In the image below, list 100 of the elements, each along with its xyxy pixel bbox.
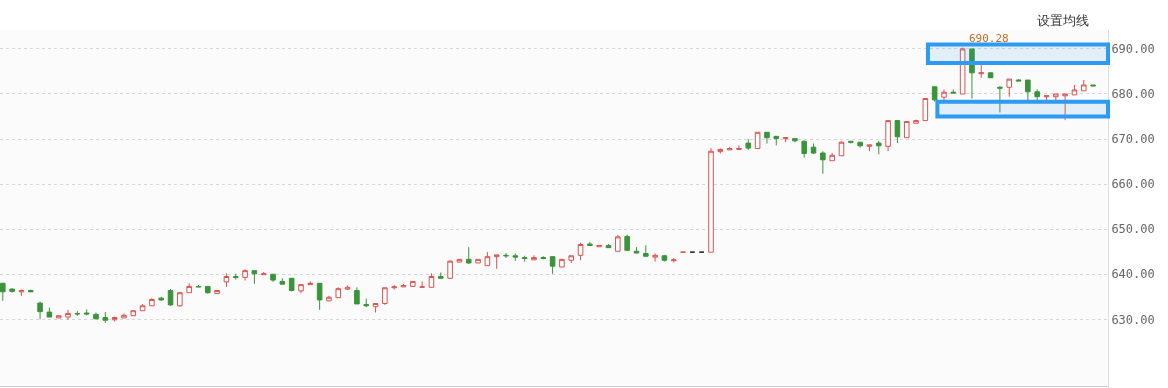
candlestick xyxy=(764,131,770,145)
candlestick xyxy=(65,309,71,321)
y-tick-label: 690.00 xyxy=(1111,42,1155,57)
candlestick xyxy=(903,120,910,139)
candlestick xyxy=(503,252,509,259)
candlestick xyxy=(568,255,575,264)
candlestick xyxy=(866,143,873,152)
candlestick xyxy=(950,88,957,94)
candlestick xyxy=(363,298,370,308)
candlestick xyxy=(130,309,137,317)
candlestick xyxy=(643,244,649,258)
candlestick xyxy=(540,255,547,260)
candlestick xyxy=(354,286,360,305)
candlestick xyxy=(298,284,304,294)
candlestick xyxy=(782,137,789,143)
candlestick xyxy=(1071,84,1078,96)
candlestick xyxy=(801,139,807,159)
candlestick xyxy=(913,119,919,124)
candlestick xyxy=(521,255,528,263)
candlestick xyxy=(121,312,127,319)
annotation: 690.28 xyxy=(969,32,1009,45)
candlestick xyxy=(195,284,202,288)
candlestick xyxy=(37,301,43,320)
y-tick-label: 670.00 xyxy=(1111,132,1155,147)
candlestick xyxy=(260,271,267,276)
candlestick xyxy=(46,307,53,318)
candlestick xyxy=(232,273,239,281)
candlestick xyxy=(410,280,416,287)
candlestick xyxy=(670,257,677,264)
candlestick xyxy=(931,86,938,103)
candlestick xyxy=(326,295,332,302)
candlestick xyxy=(587,241,593,246)
candlestick xyxy=(615,234,621,252)
candlestick xyxy=(978,64,985,79)
candlestick xyxy=(400,283,407,288)
candlestick xyxy=(158,296,164,302)
candlestick xyxy=(624,234,630,251)
y-tick-label: 680.00 xyxy=(1111,87,1155,102)
candlestick xyxy=(419,280,425,288)
candlestick xyxy=(745,138,752,151)
candlestick xyxy=(997,85,1003,113)
candlestick xyxy=(894,120,901,144)
candlestick xyxy=(55,315,62,319)
candlestick xyxy=(512,253,519,262)
candlestick xyxy=(428,272,435,288)
candlestick xyxy=(456,258,463,263)
candlestick xyxy=(167,288,174,307)
candlestick xyxy=(9,287,15,294)
candlestick xyxy=(857,141,863,149)
candlestick xyxy=(1090,84,1096,87)
candlestick xyxy=(83,308,90,316)
candlestick xyxy=(726,146,733,151)
candlestick xyxy=(0,282,6,302)
candlestick xyxy=(484,251,491,267)
candlestick xyxy=(531,254,537,261)
candlestick xyxy=(391,284,397,291)
y-tick-label: 640.00 xyxy=(1111,267,1155,282)
y-tick-label: 650.00 xyxy=(1111,222,1155,237)
candlestick xyxy=(102,311,109,324)
candlestick xyxy=(969,48,975,99)
candlestick xyxy=(1080,79,1087,92)
candlestick xyxy=(493,254,500,270)
candlestick xyxy=(447,259,453,279)
candlestick xyxy=(177,291,183,308)
candlestick xyxy=(577,242,584,261)
candlestick xyxy=(475,258,481,264)
candlestick xyxy=(205,285,211,295)
y-tick-label: 660.00 xyxy=(1111,177,1155,192)
candlestick xyxy=(93,312,99,320)
candlestick xyxy=(270,273,276,283)
candlestick xyxy=(959,47,966,95)
candlestick xyxy=(74,310,81,317)
candlestick xyxy=(279,277,286,285)
candlestick xyxy=(316,282,323,311)
candlestick xyxy=(149,297,155,307)
candlestick xyxy=(754,131,761,150)
candlestick xyxy=(251,270,258,285)
candlestick xyxy=(344,285,351,291)
candlestick xyxy=(465,246,472,265)
candlestick xyxy=(810,143,817,155)
candlestick xyxy=(1043,95,1050,101)
candlestick xyxy=(773,135,780,146)
candlestick xyxy=(633,246,640,254)
candlestick xyxy=(559,258,565,268)
candlestick xyxy=(382,287,388,306)
candlestick xyxy=(1006,78,1012,98)
candlestick xyxy=(922,98,929,122)
candlestick xyxy=(885,120,891,152)
candlestick xyxy=(1015,78,1022,82)
candlestick xyxy=(223,272,230,288)
candlestick xyxy=(848,140,854,145)
candlestick xyxy=(792,138,798,143)
candlestick xyxy=(242,268,248,282)
candlestick xyxy=(820,150,826,175)
candlestick xyxy=(708,147,714,253)
candlestick xyxy=(437,271,444,279)
candlestick xyxy=(1053,93,1059,101)
candlestick xyxy=(139,303,146,312)
candlestick xyxy=(549,256,556,275)
candlestick xyxy=(652,253,658,263)
